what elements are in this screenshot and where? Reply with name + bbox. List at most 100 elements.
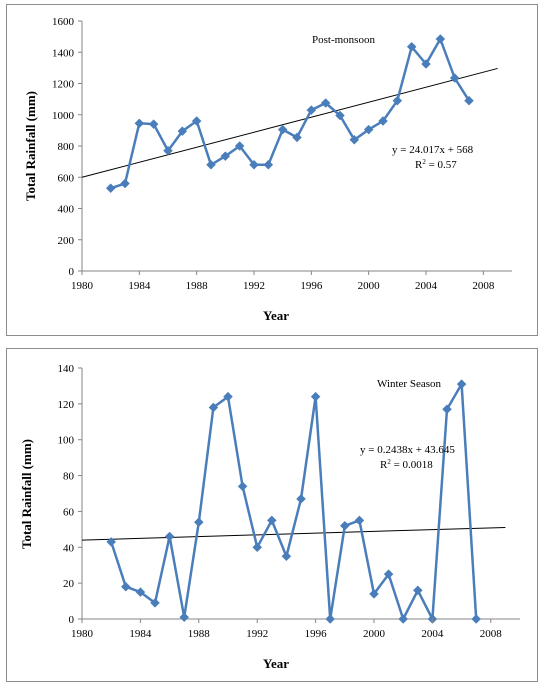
x-tick-label: 1984 — [128, 280, 151, 292]
x-axis-title: Year — [263, 656, 289, 671]
data-point — [449, 73, 460, 83]
data-point — [252, 542, 263, 553]
x-tick-label: 1992 — [246, 628, 268, 640]
r2-value: = 0.57 — [426, 159, 457, 171]
data-point — [237, 481, 248, 492]
x-tick-label: 1980 — [71, 628, 94, 640]
plot-area: 0 200 400 600 800 1000 1200 1400 1600 1980 1984 198… — [52, 16, 512, 292]
data-point — [249, 159, 259, 170]
y-tick-label: 200 — [58, 235, 75, 247]
plot-area: 0 20 40 60 80 100 120 140 1980 1984 1988 1992 1996 20… — [58, 363, 520, 640]
data-point — [120, 581, 131, 592]
x-tick-label: 1992 — [243, 280, 265, 292]
post-monsoon-chart: 0 200 400 600 800 1000 1200 1400 1600 1980 1984 198… — [23, 16, 512, 323]
trend-r-squared: R2 = 0.57 — [415, 158, 457, 171]
y-tick-label: 1400 — [52, 47, 75, 59]
data-point — [421, 59, 431, 69]
chart-label: Winter Season — [377, 378, 442, 390]
r2-value: = 0.0018 — [391, 459, 433, 471]
data-point — [208, 402, 219, 413]
data-point — [354, 515, 365, 526]
data-point — [191, 116, 202, 126]
data-point — [148, 119, 159, 129]
data-point — [456, 379, 467, 389]
data-point — [277, 124, 288, 135]
y-tick-label: 1000 — [52, 110, 75, 122]
data-point — [363, 124, 374, 135]
x-tick-label: 1988 — [186, 280, 209, 292]
x-tick-label: 1988 — [188, 628, 211, 640]
y-axis-title: Total Rainfall (mm) — [23, 91, 38, 201]
x-tick-label: 1984 — [129, 628, 152, 640]
x-tick-label: 2000 — [363, 628, 386, 640]
data-point — [306, 105, 317, 115]
data-point — [206, 159, 216, 170]
data-point — [296, 494, 306, 504]
trend-equation: y = 0.2438x + 43.645 — [360, 444, 455, 456]
data-point — [105, 183, 116, 194]
data-point — [179, 612, 190, 623]
data-point — [392, 95, 403, 106]
y-tick-label: 120 — [58, 399, 75, 411]
data-point — [339, 520, 350, 531]
x-tick-label: 1996 — [305, 628, 328, 640]
series-line — [110, 37, 471, 190]
data-point — [442, 404, 452, 415]
data-point — [383, 569, 394, 580]
trend-line — [81, 67, 498, 178]
data-point — [193, 517, 204, 528]
y-tick-label: 60 — [63, 506, 75, 518]
x-tick-label: 1996 — [300, 280, 323, 292]
data-point — [292, 132, 302, 143]
y-tick-label: 1200 — [52, 79, 75, 91]
data-point — [378, 116, 388, 126]
r2-superscript: 2 — [387, 458, 391, 466]
data-point — [164, 531, 175, 542]
y-tick-label: 40 — [63, 542, 75, 554]
data-point — [163, 145, 173, 156]
data-point — [310, 391, 321, 402]
x-tick-label: 2008 — [480, 628, 503, 640]
data-point — [281, 551, 292, 562]
data-point — [398, 614, 409, 624]
data-point — [220, 151, 231, 162]
chart-label: Post-monsoon — [312, 34, 375, 46]
data-point — [106, 537, 117, 547]
data-point — [349, 134, 360, 145]
data-point — [320, 98, 331, 108]
data-point — [464, 95, 474, 106]
r2-superscript: 2 — [422, 158, 426, 166]
y-tick-label: 0 — [69, 266, 75, 278]
data-point — [135, 587, 146, 597]
x-tick-label: 1980 — [71, 280, 94, 292]
y-tick-label: 80 — [63, 471, 75, 483]
y-tick-label: 140 — [58, 363, 75, 375]
y-tick-label: 600 — [58, 172, 75, 184]
data-point — [369, 589, 379, 599]
winter-season-chart: 0 20 40 60 80 100 120 140 1980 1984 1988 1992 1996 20… — [19, 363, 520, 671]
data-point — [435, 34, 446, 44]
data-point — [266, 515, 277, 526]
x-tick-label: 2004 — [415, 280, 438, 292]
x-tick-label: 2004 — [421, 628, 444, 640]
x-tick-label: 2000 — [358, 280, 381, 292]
y-tick-label: 1600 — [52, 16, 75, 28]
data-point — [335, 110, 345, 121]
x-axis-title: Year — [263, 308, 289, 323]
data-point — [406, 41, 417, 52]
trend-equation: y = 24.017x + 568 — [392, 144, 474, 156]
y-tick-label: 100 — [58, 435, 75, 447]
y-tick-label: 800 — [58, 141, 75, 153]
data-point — [120, 178, 130, 189]
y-axis-title: Total Rainfall (mm) — [19, 439, 34, 549]
data-point — [263, 159, 274, 170]
data-point — [471, 614, 482, 624]
data-point — [325, 614, 336, 624]
y-tick-label: 400 — [58, 204, 75, 216]
data-point — [412, 585, 423, 596]
data-point — [150, 598, 160, 608]
y-tick-label: 0 — [69, 614, 75, 626]
r2-prefix: R — [415, 159, 423, 171]
data-point — [223, 391, 233, 402]
data-point — [234, 141, 245, 151]
